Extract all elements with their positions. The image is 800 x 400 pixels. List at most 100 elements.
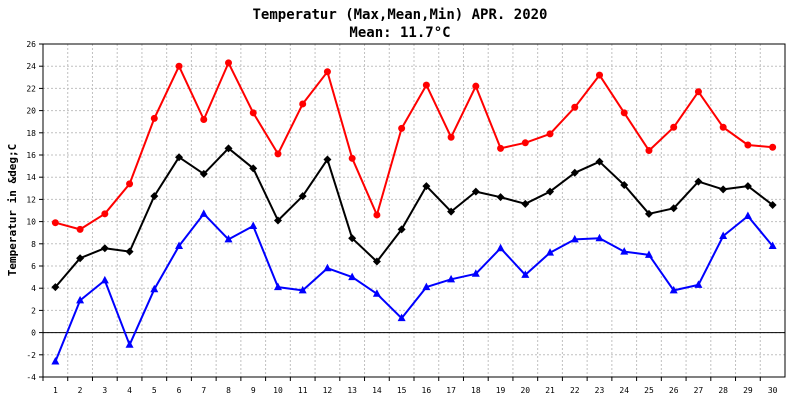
data-point-min xyxy=(471,269,480,277)
x-tick-label: 20 xyxy=(520,386,530,395)
y-tick-label: 4 xyxy=(31,284,36,293)
y-tick-label: 18 xyxy=(26,129,36,138)
data-point-max xyxy=(299,100,307,108)
data-point-min xyxy=(422,282,431,291)
data-point-min xyxy=(768,241,777,250)
data-point-min xyxy=(125,340,134,348)
data-point-max xyxy=(447,133,455,141)
data-point-mean xyxy=(150,192,159,201)
data-point-max xyxy=(373,211,381,219)
data-point-min xyxy=(76,295,85,304)
data-point-max xyxy=(126,180,134,188)
data-point-mean xyxy=(644,209,653,218)
data-point-min xyxy=(150,284,159,293)
x-tick-label: 16 xyxy=(422,386,432,395)
x-tick-label: 1 xyxy=(53,386,58,395)
y-tick-label: 6 xyxy=(31,262,36,271)
data-point-max xyxy=(150,114,158,122)
data-point-min xyxy=(719,231,728,240)
y-tick-label: 16 xyxy=(26,151,36,160)
data-point-min xyxy=(397,313,406,322)
data-point-mean xyxy=(298,192,307,201)
series-line-min xyxy=(54,212,774,362)
x-tick-label: 21 xyxy=(545,386,555,395)
data-point-mean xyxy=(620,180,629,189)
y-tick-label: 8 xyxy=(31,240,36,249)
data-point-min xyxy=(175,241,184,250)
data-point-max xyxy=(200,115,208,123)
data-point-min xyxy=(595,233,604,242)
data-point-min xyxy=(51,356,60,365)
data-point-max xyxy=(249,109,257,117)
data-point-min xyxy=(694,280,703,288)
data-point-max xyxy=(323,68,331,76)
x-tick-label: 30 xyxy=(768,386,778,395)
data-point-mean xyxy=(694,177,703,186)
series-min xyxy=(51,209,777,365)
data-point-mean xyxy=(249,164,258,173)
data-point-min xyxy=(447,274,456,283)
x-tick-label: 13 xyxy=(347,386,357,395)
series-max xyxy=(51,59,777,233)
x-tick-label: 18 xyxy=(471,386,481,395)
y-tick-label: 24 xyxy=(26,62,36,71)
x-tick-label: 2 xyxy=(78,386,83,395)
data-point-mean xyxy=(768,200,777,209)
data-point-mean xyxy=(397,225,406,234)
y-tick-label: 2 xyxy=(31,306,36,315)
data-point-max xyxy=(398,124,406,132)
x-tick-label: 4 xyxy=(127,386,132,395)
data-point-min xyxy=(199,209,208,217)
x-tick-label: 28 xyxy=(718,386,728,395)
data-point-min xyxy=(620,247,629,255)
x-tick-label: 23 xyxy=(595,386,605,395)
data-point-min xyxy=(546,248,555,256)
data-point-max xyxy=(694,88,702,96)
data-point-min xyxy=(372,289,381,297)
x-tick-label: 15 xyxy=(397,386,407,395)
data-point-min xyxy=(273,282,282,291)
x-tick-label: 26 xyxy=(669,386,679,395)
data-point-max xyxy=(76,225,84,233)
data-point-min xyxy=(348,272,357,281)
data-point-min xyxy=(496,243,505,252)
y-tick-label: -4 xyxy=(26,373,36,382)
y-tick-label: 26 xyxy=(26,40,36,49)
data-point-min xyxy=(100,275,109,284)
data-point-max xyxy=(769,143,777,151)
series-line-mean xyxy=(54,147,774,288)
x-tick-label: 29 xyxy=(743,386,753,395)
x-tick-label: 6 xyxy=(177,386,182,395)
y-tick-label: 22 xyxy=(26,84,36,93)
data-point-mean xyxy=(323,155,332,164)
data-point-max xyxy=(670,123,678,131)
data-point-mean xyxy=(595,157,604,166)
data-point-min xyxy=(249,221,258,230)
data-point-max xyxy=(175,62,183,70)
y-tick-label: 14 xyxy=(26,173,36,182)
x-tick-label: 25 xyxy=(644,386,654,395)
data-point-mean xyxy=(447,207,456,216)
data-point-max xyxy=(51,219,59,227)
data-point-min xyxy=(298,285,307,294)
data-point-mean xyxy=(719,185,728,194)
chart-subtitle: Mean: 11.7°C xyxy=(349,25,450,41)
data-point-max xyxy=(744,141,752,149)
x-tick-label: 24 xyxy=(619,386,629,395)
data-point-max xyxy=(571,103,579,111)
data-point-min xyxy=(743,211,752,220)
data-point-min xyxy=(224,234,233,243)
data-point-min xyxy=(570,234,579,243)
series-line-max xyxy=(55,61,773,231)
data-point-min xyxy=(644,250,653,258)
data-point-mean xyxy=(669,204,678,213)
data-point-max xyxy=(422,81,430,89)
data-point-max xyxy=(225,59,232,67)
axes xyxy=(39,43,786,381)
data-point-max xyxy=(620,109,628,117)
data-point-max xyxy=(274,150,282,158)
y-tick-label: 20 xyxy=(26,107,36,116)
x-tick-label: 10 xyxy=(273,386,283,395)
